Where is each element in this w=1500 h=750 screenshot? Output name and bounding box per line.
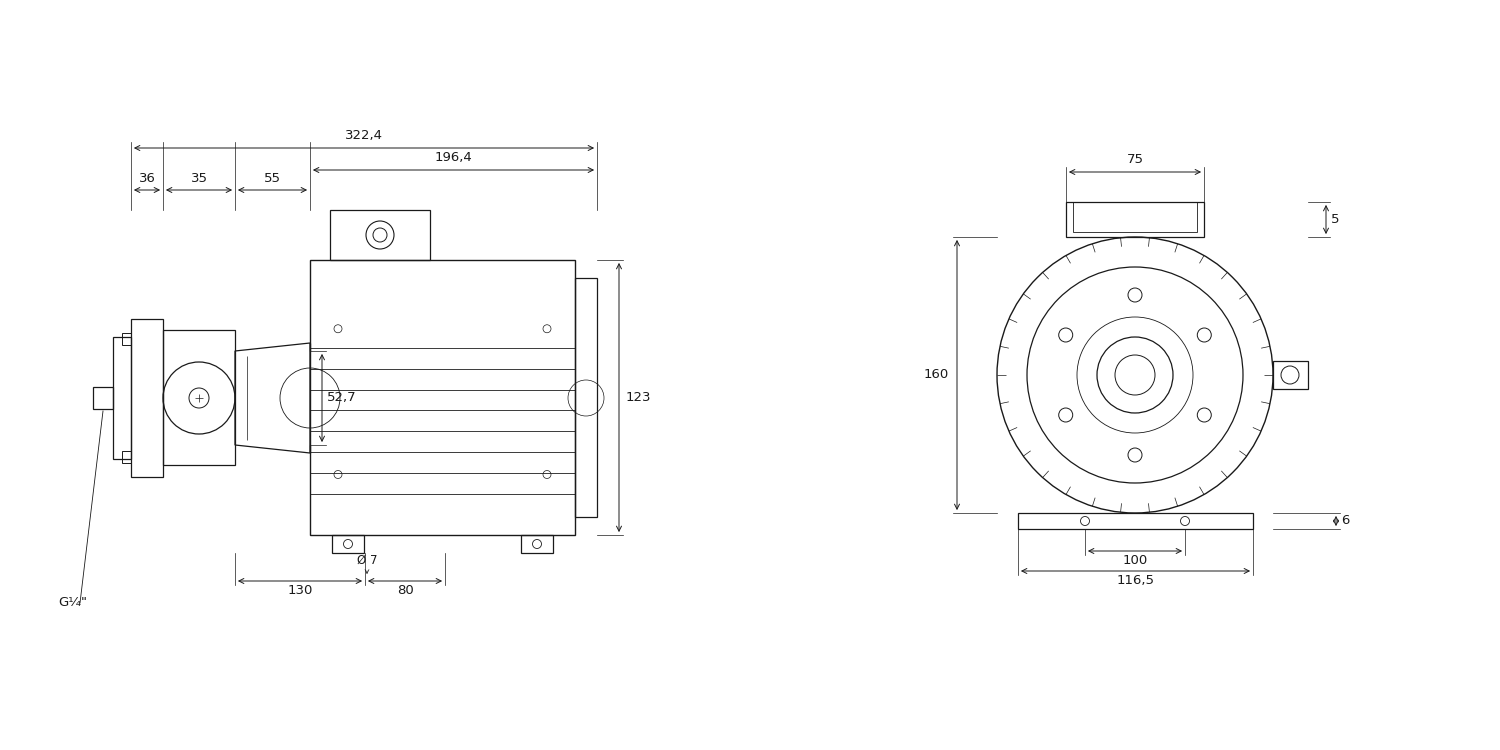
Text: Ø 7: Ø 7 xyxy=(357,554,378,567)
Bar xyxy=(93,387,112,409)
Bar xyxy=(122,451,130,463)
Bar xyxy=(122,333,130,345)
Bar xyxy=(1072,202,1197,232)
Text: G¹⁄₄": G¹⁄₄" xyxy=(58,596,87,610)
Text: 52,7: 52,7 xyxy=(327,392,357,404)
Bar xyxy=(330,210,430,260)
Text: 36: 36 xyxy=(138,172,156,185)
Text: 322,4: 322,4 xyxy=(345,129,382,142)
Text: 160: 160 xyxy=(924,368,950,382)
Bar xyxy=(310,260,574,535)
Text: 35: 35 xyxy=(190,172,207,185)
Bar xyxy=(1274,361,1308,389)
Text: 130: 130 xyxy=(288,584,312,597)
Text: 196,4: 196,4 xyxy=(435,151,472,164)
Text: 80: 80 xyxy=(396,584,414,597)
Text: 100: 100 xyxy=(1122,554,1148,567)
Text: 116,5: 116,5 xyxy=(1116,574,1155,587)
Bar xyxy=(1066,202,1204,237)
Bar xyxy=(332,535,364,553)
Bar xyxy=(574,278,597,517)
Text: 123: 123 xyxy=(626,391,651,404)
Bar xyxy=(130,319,164,477)
Bar xyxy=(520,535,554,553)
Bar xyxy=(112,337,130,459)
Bar xyxy=(164,330,236,465)
Text: 75: 75 xyxy=(1126,153,1143,166)
Text: 6: 6 xyxy=(1341,514,1350,527)
Text: 55: 55 xyxy=(264,172,280,185)
Bar xyxy=(1019,513,1252,529)
Text: 5: 5 xyxy=(1330,213,1340,226)
